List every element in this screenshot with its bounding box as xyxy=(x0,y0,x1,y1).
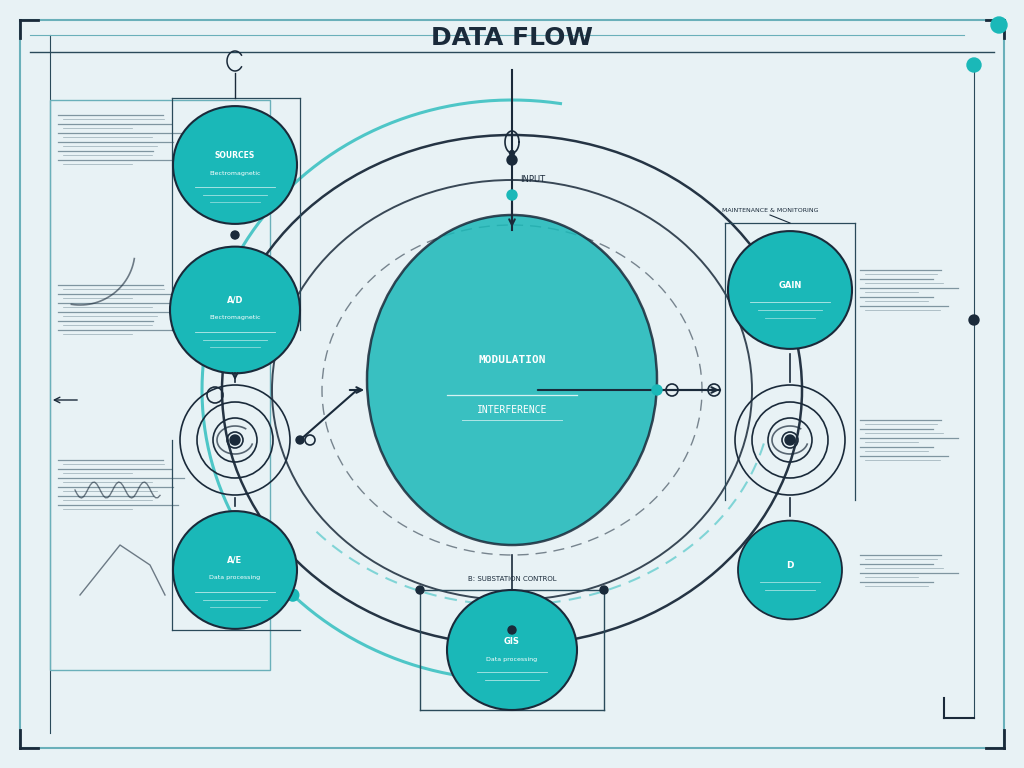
Circle shape xyxy=(510,151,514,155)
Circle shape xyxy=(967,58,981,72)
Circle shape xyxy=(231,231,239,239)
Text: Electromagnetic: Electromagnetic xyxy=(209,170,261,176)
Text: Data processing: Data processing xyxy=(486,657,538,663)
Text: INTERFERENCE: INTERFERENCE xyxy=(477,405,547,415)
Ellipse shape xyxy=(728,231,852,349)
Circle shape xyxy=(508,626,516,634)
Ellipse shape xyxy=(447,590,577,710)
Text: INPUT: INPUT xyxy=(520,176,545,184)
Ellipse shape xyxy=(367,215,657,545)
Text: B: SUBSTATION CONTROL: B: SUBSTATION CONTROL xyxy=(468,576,556,582)
Text: Electromagnetic: Electromagnetic xyxy=(209,316,261,320)
Text: GAIN: GAIN xyxy=(778,280,802,290)
Text: MAINTENANCE & MONITORING: MAINTENANCE & MONITORING xyxy=(722,207,818,213)
Ellipse shape xyxy=(738,521,842,620)
Text: Data processing: Data processing xyxy=(210,575,260,581)
Circle shape xyxy=(416,586,424,594)
Ellipse shape xyxy=(173,511,297,629)
Circle shape xyxy=(287,589,299,601)
Text: SOURCES: SOURCES xyxy=(215,151,255,160)
Text: A/E: A/E xyxy=(227,555,243,564)
Ellipse shape xyxy=(173,106,297,224)
Circle shape xyxy=(507,190,517,200)
Text: D: D xyxy=(786,561,794,570)
Circle shape xyxy=(991,17,1007,33)
Circle shape xyxy=(652,385,662,395)
Text: A/D: A/D xyxy=(226,296,244,304)
Text: MODULATION: MODULATION xyxy=(478,355,546,365)
Circle shape xyxy=(600,586,608,594)
Text: DATA FLOW: DATA FLOW xyxy=(431,26,593,50)
Circle shape xyxy=(230,435,240,445)
Circle shape xyxy=(969,315,979,325)
Circle shape xyxy=(785,435,795,445)
Circle shape xyxy=(296,436,304,444)
Ellipse shape xyxy=(170,247,300,373)
Text: GIS: GIS xyxy=(504,637,520,647)
Circle shape xyxy=(507,155,517,165)
